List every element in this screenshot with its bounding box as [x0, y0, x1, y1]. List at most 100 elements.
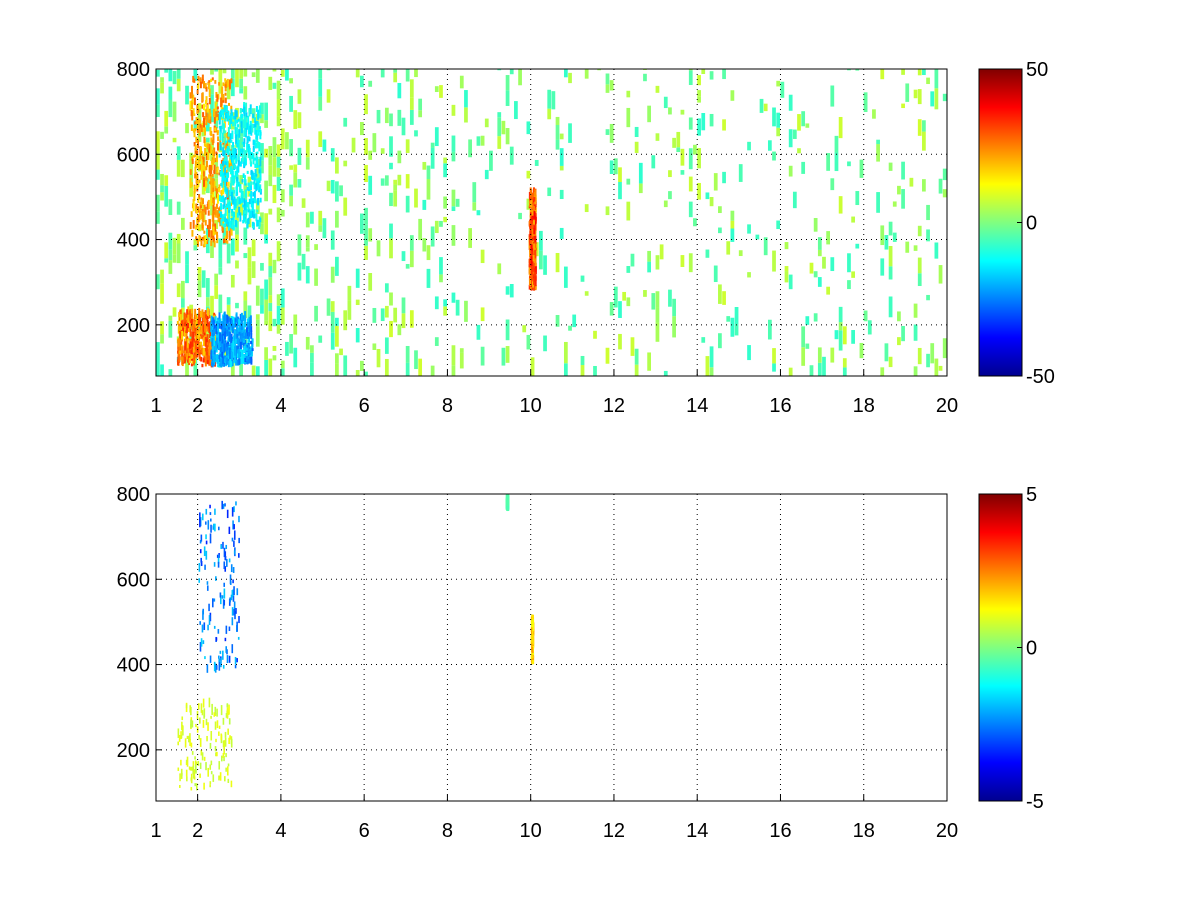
- heatmap-cell: [253, 177, 256, 184]
- heatmap-cell: [529, 238, 532, 245]
- heatmap-cell: [249, 315, 252, 324]
- heatmap-cell: [213, 712, 216, 717]
- heatmap-cell: [201, 78, 204, 84]
- heatmap-cell: [314, 305, 318, 322]
- heatmap-cell: [213, 240, 216, 248]
- heatmap-cell: [195, 175, 198, 184]
- heatmap-cell: [199, 331, 202, 335]
- heatmap-cell: [705, 249, 710, 258]
- heatmap-cell: [194, 154, 197, 157]
- heatmap-cell: [245, 112, 248, 118]
- heatmap-cell: [335, 363, 339, 376]
- heatmap-cell: [680, 148, 685, 166]
- heatmap-cell: [191, 93, 194, 99]
- heatmap-cell: [197, 82, 200, 90]
- heatmap-cell: [228, 102, 231, 106]
- heatmap-cell: [253, 214, 256, 219]
- heatmap-cell: [230, 105, 233, 112]
- heatmap-cell: [655, 85, 660, 93]
- heatmap-cell: [847, 253, 851, 273]
- heatmap-cell: [255, 129, 258, 139]
- heatmap-cell: [212, 352, 215, 359]
- heatmap-cell: [243, 69, 248, 77]
- heatmap-cell: [251, 339, 254, 348]
- heatmap-cell: [215, 111, 218, 118]
- heatmap-cell: [218, 172, 221, 176]
- heatmap-cell: [176, 146, 181, 155]
- heatmap-cell: [233, 586, 235, 596]
- heatmap-cell: [194, 756, 196, 760]
- heatmap-cell: [222, 195, 225, 203]
- heatmap-cell: [464, 90, 468, 108]
- heatmap-cell: [219, 139, 222, 145]
- heatmap-cell: [922, 179, 926, 192]
- heatmap-cell: [191, 156, 194, 161]
- heatmap-cell: [913, 245, 918, 251]
- heatmap-cell: [668, 170, 672, 178]
- heatmap-cell: [197, 266, 202, 274]
- heatmap-cell: [497, 112, 502, 118]
- heatmap-cell: [220, 341, 223, 352]
- heatmap-cell: [247, 188, 250, 192]
- heatmap-cell: [251, 108, 256, 118]
- heatmap-cell: [934, 69, 939, 89]
- heatmap-cell: [276, 176, 281, 191]
- heatmap-cell: [220, 218, 223, 226]
- heatmap-cell: [310, 211, 314, 224]
- heatmap-cell: [245, 149, 248, 153]
- heatmap-cell: [225, 156, 228, 162]
- heatmap-cell: [730, 210, 735, 221]
- heatmap-cell: [230, 140, 233, 143]
- heatmap-cell: [217, 93, 220, 100]
- heatmap-cells: [177, 494, 535, 791]
- heatmap-cell: [241, 108, 244, 113]
- heatmap-cell: [244, 127, 247, 138]
- heatmap-cell: [179, 350, 182, 355]
- heatmap-cell: [255, 314, 260, 320]
- heatmap-cell: [355, 268, 360, 288]
- heatmap-cell: [634, 126, 639, 137]
- heatmap-cell: [239, 69, 244, 79]
- heatmap-cell: [230, 161, 235, 171]
- heatmap-cell: [160, 192, 164, 201]
- heatmap-cell: [613, 286, 618, 308]
- heatmap-cell: [228, 331, 231, 342]
- heatmap-cell: [231, 351, 234, 361]
- heatmap-cell: [207, 624, 209, 631]
- heatmap-cell: [688, 201, 693, 218]
- heatmap-cell: [203, 179, 206, 187]
- heatmap-cell: [199, 717, 201, 724]
- heatmap-cell: [688, 253, 693, 273]
- heatmap-cell: [210, 518, 212, 522]
- heatmap-cell: [767, 319, 772, 340]
- heatmap-cell: [186, 309, 189, 318]
- heatmap-cell: [219, 363, 222, 367]
- heatmap-cell: [597, 69, 602, 71]
- heatmap-cell: [251, 239, 256, 257]
- heatmap-cell: [189, 304, 194, 318]
- heatmap-cell: [156, 342, 160, 356]
- heatmap-cell: [228, 202, 231, 212]
- heatmap-cell: [229, 574, 232, 585]
- heatmap-cell: [318, 225, 323, 232]
- heatmap-cell: [160, 321, 164, 335]
- heatmap-cell: [934, 358, 939, 376]
- heatmap-cell: [917, 347, 922, 365]
- heatmap-cell: [172, 137, 177, 143]
- heatmap-cell: [215, 665, 218, 670]
- heatmap-cell: [195, 157, 198, 162]
- heatmap-cell: [254, 174, 257, 181]
- heatmap-cell: [917, 273, 922, 287]
- heatmap-cell: [201, 92, 204, 102]
- heatmap-cell: [272, 137, 277, 158]
- heatmap-cell: [205, 338, 208, 343]
- heatmap-cell: [211, 199, 214, 204]
- heatmap-cell: [185, 769, 188, 777]
- heatmap-cell: [247, 135, 250, 139]
- heatmap-cell: [238, 319, 241, 326]
- heatmap-cell: [179, 330, 182, 340]
- heatmap-cell: [180, 307, 185, 320]
- heatmap-cell: [230, 319, 233, 328]
- heatmap-cell: [655, 255, 660, 270]
- heatmap-cell: [297, 262, 302, 281]
